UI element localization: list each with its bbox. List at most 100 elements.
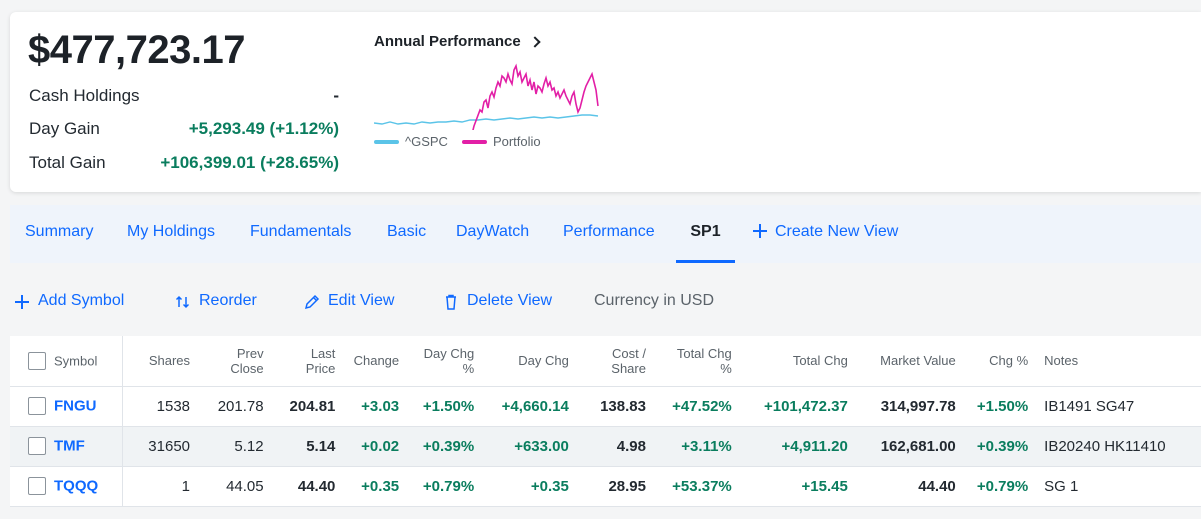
last-price-cell: 204.81	[271, 386, 344, 427]
day-chg-cell: +633.00	[482, 426, 577, 467]
market-value-cell: 162,681.00	[855, 426, 964, 467]
legend-swatch-gspc	[374, 139, 399, 144]
pencil-icon	[304, 293, 320, 310]
row-checkbox[interactable]	[28, 477, 46, 496]
table-row: TQQQ 1 44.05 44.40 +0.35 +0.79% +0.35 28…	[10, 466, 1201, 507]
notes-cell[interactable]: IB1491 SG47	[1036, 386, 1201, 427]
total-chg-pct-cell: +3.11%	[653, 426, 740, 467]
header-notes[interactable]: Notes	[1036, 336, 1201, 387]
holdings-table: Symbol Shares Prev Close Last Price Change…	[10, 336, 1201, 507]
cash-holdings-value: -	[333, 86, 339, 105]
change-cell: +0.02	[343, 426, 408, 467]
portfolio-total-value: $477,723.17	[28, 28, 245, 72]
header-day-chg[interactable]: Day Chg	[482, 336, 577, 387]
header-day-chg-pct[interactable]: Day Chg%	[407, 336, 483, 387]
row-checkbox[interactable]	[28, 437, 46, 456]
total-chg-pct-cell: +53.37%	[653, 466, 740, 507]
view-tabs: Summary My Holdings Fundamentals Basic D…	[10, 205, 1201, 263]
holdings-toolbar: Add Symbol Reorder Edit View Delete View…	[0, 288, 1201, 314]
cash-holdings-row: Cash Holdings -	[29, 85, 339, 107]
shares-cell: 1538	[122, 386, 199, 427]
reorder-label: Reorder	[199, 292, 257, 309]
annual-performance-link[interactable]: Annual Performance	[374, 33, 541, 50]
trash-icon	[443, 293, 459, 310]
symbol-cell: TQQQ	[10, 466, 123, 507]
create-new-view-label: Create New View	[775, 223, 899, 240]
symbol-cell: TMF	[10, 426, 123, 467]
notes-cell[interactable]: SG 1	[1036, 466, 1201, 507]
annual-performance-title: Annual Performance	[374, 33, 521, 50]
total-chg-cell: +101,472.37	[739, 386, 856, 427]
header-market-value[interactable]: Market Value	[855, 336, 964, 387]
chevron-right-icon	[529, 36, 541, 48]
shares-cell: 1	[122, 466, 199, 507]
portfolio-line	[472, 63, 599, 130]
portfolio-summary-card: $477,723.17 Cash Holdings - Day Gain +5,…	[10, 12, 1201, 192]
day-chg-cell: +0.35	[482, 466, 577, 507]
day-gain-row: Day Gain +5,293.49 (+1.12%)	[29, 118, 339, 140]
header-cost-share[interactable]: Cost / Share	[576, 336, 654, 387]
day-chg-pct-cell: +0.39%	[407, 426, 483, 467]
symbol-link[interactable]: TQQQ	[54, 477, 99, 495]
change-cell: +0.35	[343, 466, 408, 507]
notes-cell[interactable]: IB20240 HK11410	[1036, 426, 1201, 467]
header-shares[interactable]: Shares	[122, 336, 199, 387]
select-all-checkbox[interactable]	[28, 351, 46, 370]
gspc-line	[374, 114, 599, 125]
tab-create-new-view[interactable]: Create New View	[753, 205, 898, 263]
row-checkbox[interactable]	[28, 397, 46, 416]
header-last-price[interactable]: Last Price	[271, 336, 344, 387]
tab-summary[interactable]: Summary	[25, 223, 94, 240]
prev-close-cell: 44.05	[198, 466, 272, 507]
annual-performance-sparkline[interactable]	[374, 52, 600, 130]
tab-basic[interactable]: Basic	[387, 223, 427, 240]
header-change[interactable]: Change	[343, 336, 408, 387]
symbol-link[interactable]: TMF	[54, 437, 85, 455]
day-chg-cell: +4,660.14	[482, 386, 577, 427]
cost-share-cell: 138.83	[576, 386, 654, 427]
tab-daywatch[interactable]: DayWatch	[456, 223, 530, 240]
shares-cell: 31650	[122, 426, 199, 467]
tab-my-holdings[interactable]: My Holdings	[127, 223, 216, 240]
change-cell: +3.03	[343, 386, 408, 427]
total-gain-label: Total Gain	[29, 153, 106, 172]
reorder-button[interactable]: Reorder	[175, 288, 257, 314]
add-symbol-button[interactable]: Add Symbol	[14, 288, 124, 314]
edit-view-button[interactable]: Edit View	[304, 288, 394, 314]
delete-view-label: Delete View	[467, 292, 553, 309]
chg-pct-cell: +0.79%	[963, 466, 1037, 507]
total-chg-cell: +15.45	[739, 466, 856, 507]
symbol-link[interactable]: FNGU	[54, 397, 97, 415]
tab-fundamentals[interactable]: Fundamentals	[250, 223, 352, 240]
legend-item-portfolio: Portfolio	[461, 134, 541, 149]
header-chg-pct[interactable]: Chg %	[963, 336, 1037, 387]
header-total-chg-pct[interactable]: Total Chg%	[653, 336, 740, 387]
table-row: FNGU 1538 201.78 204.81 +3.03 +1.50% +4,…	[10, 386, 1201, 427]
header-total-chg[interactable]: Total Chg	[739, 336, 856, 387]
reorder-icon	[175, 293, 191, 309]
legend-label-portfolio: Portfolio	[492, 134, 541, 149]
cash-holdings-label: Cash Holdings	[29, 86, 140, 105]
legend-swatch-portfolio	[461, 139, 487, 144]
market-value-cell: 314,997.78	[855, 386, 964, 427]
header-symbol[interactable]: Symbol	[10, 336, 123, 387]
last-price-cell: 5.14	[271, 426, 344, 467]
market-value-cell: 44.40	[855, 466, 964, 507]
tab-sp1[interactable]: SP1	[676, 205, 735, 263]
legend-item-gspc: ^GSPC	[374, 134, 448, 149]
cost-share-cell: 28.95	[576, 466, 654, 507]
day-gain-label: Day Gain	[29, 119, 100, 138]
cost-share-cell: 4.98	[576, 426, 654, 467]
currency-note: Currency in USD	[594, 292, 715, 309]
add-symbol-label: Add Symbol	[38, 292, 125, 309]
tab-performance[interactable]: Performance	[563, 223, 655, 240]
prev-close-cell: 5.12	[198, 426, 272, 467]
delete-view-button[interactable]: Delete View	[443, 288, 552, 314]
chg-pct-cell: +0.39%	[963, 426, 1037, 467]
last-price-cell: 44.40	[271, 466, 344, 507]
plus-icon	[753, 224, 767, 238]
header-prev-close[interactable]: Prev Close	[198, 336, 272, 387]
symbol-cell: FNGU	[10, 386, 123, 427]
day-chg-pct-cell: +1.50%	[407, 386, 483, 427]
edit-view-label: Edit View	[328, 292, 395, 309]
